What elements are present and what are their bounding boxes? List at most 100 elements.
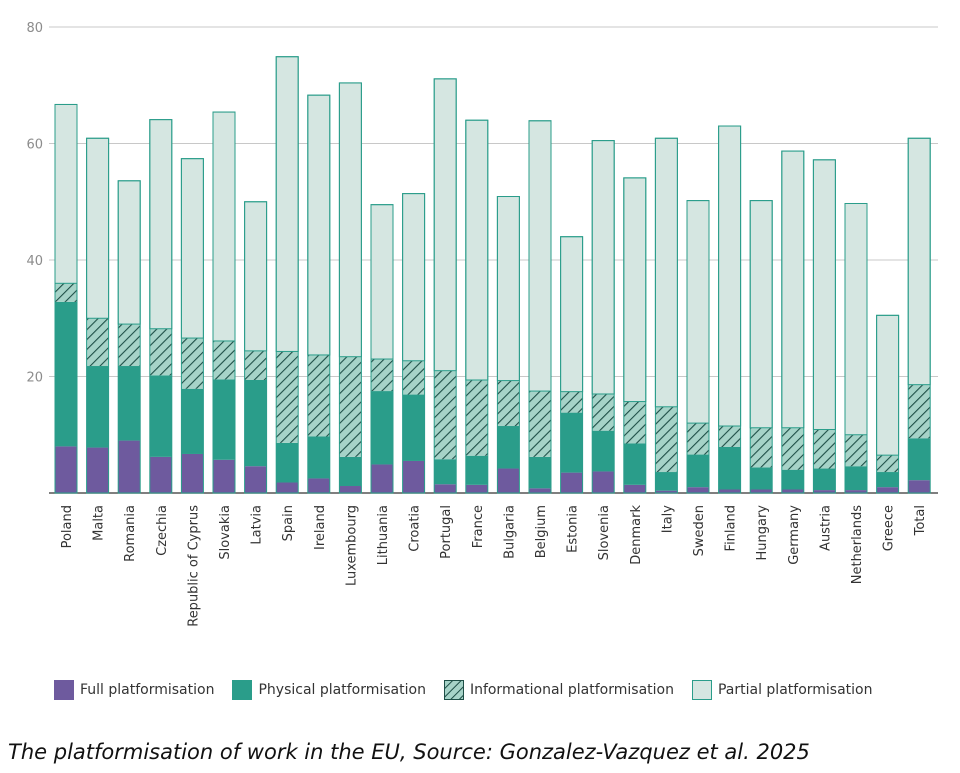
- bar-partial: [86, 137, 110, 319]
- bar-partial: [591, 140, 615, 395]
- bar-partial: [907, 137, 931, 386]
- legend-swatch-full: [54, 680, 74, 700]
- bar-physical: [86, 366, 109, 448]
- bar-outline: [686, 200, 710, 494]
- bar-full: [813, 490, 836, 493]
- legend-label-partial: Partial platformisation: [717, 682, 873, 698]
- x-tick-label: Netherlands: [850, 505, 865, 584]
- bar-informational: [655, 406, 678, 473]
- bar-partial: [876, 314, 900, 456]
- bar-informational: [908, 384, 931, 439]
- bar-physical: [718, 446, 741, 490]
- bar-full: [118, 440, 141, 493]
- bar-partial: [528, 120, 552, 392]
- legend-item-partial: Partial platformisation: [691, 680, 873, 700]
- bar-informational: [55, 283, 77, 302]
- bar-informational: [213, 340, 235, 380]
- bar-partial: [465, 119, 489, 381]
- bar-full: [307, 478, 330, 493]
- x-tick-label: Portugal: [439, 505, 454, 559]
- bar-partial: [812, 159, 836, 431]
- legend-item-full: Full platformisation: [54, 680, 214, 700]
- bar-full: [244, 466, 267, 493]
- x-tick-label: Croatia: [408, 505, 423, 552]
- bar-full: [529, 488, 551, 493]
- bar-outline: [244, 201, 268, 494]
- bar-outline: [402, 193, 426, 494]
- bar-outline: [149, 119, 173, 494]
- x-tick-label: Finland: [724, 505, 739, 551]
- bar-informational: [845, 434, 867, 467]
- bar-physical: [118, 366, 141, 441]
- bar-outline: [781, 150, 805, 494]
- bar-partial: [844, 202, 868, 436]
- bar-informational: [149, 328, 172, 376]
- bar-informational: [623, 401, 646, 444]
- bar-physical: [181, 388, 204, 454]
- bar-partial: [496, 196, 520, 382]
- bar-outline: [433, 78, 457, 494]
- bar-full: [497, 468, 520, 493]
- x-tick-label: Total: [913, 505, 928, 536]
- x-tick-label: Hungary: [755, 505, 770, 561]
- bar-partial: [749, 200, 773, 429]
- bar-partial: [433, 78, 457, 372]
- x-tick-label: Sweden: [692, 505, 707, 556]
- bar-physical: [781, 469, 804, 490]
- stacked-bar-chart: 20 40 60 80 Poland Malta Romania Czechia Republi…: [26, 21, 938, 627]
- bar-physical: [560, 412, 583, 473]
- bar-full: [623, 484, 646, 493]
- bar-physical: [339, 456, 362, 487]
- x-tick-label: Lithuania: [376, 505, 391, 565]
- bar-outline: [844, 202, 868, 494]
- x-tick-label: Republic of Cyprus: [186, 505, 201, 627]
- x-tick-label: Belgium: [534, 505, 549, 558]
- bar-partial: [781, 150, 805, 429]
- bar-outline: [496, 196, 520, 494]
- bar-physical: [750, 467, 773, 490]
- y-tick-label: 40: [26, 254, 43, 269]
- x-tick-label: Greece: [882, 505, 897, 551]
- bar-outline: [528, 120, 552, 494]
- bar-informational: [560, 391, 583, 413]
- x-tick-label: France: [471, 505, 486, 548]
- bar-outline: [591, 140, 615, 494]
- bar-partial: [560, 236, 584, 393]
- bar-partial: [370, 204, 394, 360]
- bar-full: [339, 486, 362, 493]
- x-tick-label: Malta: [92, 505, 107, 541]
- bar-physical: [497, 426, 520, 469]
- bar-partial: [623, 177, 647, 403]
- bar-full: [718, 489, 741, 493]
- bar-informational: [181, 338, 204, 389]
- bar-outline: [560, 236, 584, 494]
- bar-full: [560, 472, 583, 493]
- bar-partial: [338, 82, 362, 358]
- bar-physical: [149, 375, 172, 457]
- bar-informational: [465, 379, 488, 456]
- x-tick-label: Italy: [660, 505, 675, 534]
- bar-full: [86, 447, 109, 493]
- x-tick-label: Austria: [818, 505, 833, 551]
- bar-informational: [434, 370, 457, 460]
- bar-full: [465, 484, 488, 493]
- bar-partial: [244, 201, 268, 352]
- bar-outline: [275, 56, 299, 494]
- x-tick-label: Bulgaria: [502, 505, 517, 559]
- bar-physical: [876, 472, 899, 488]
- x-tick-label: Luxembourg: [344, 505, 359, 586]
- bar-informational: [307, 354, 330, 437]
- bar-physical: [813, 468, 836, 491]
- bar-partial: [402, 193, 426, 362]
- bar-physical: [402, 394, 425, 461]
- x-tick-label: Poland: [60, 505, 75, 548]
- y-tick-label: 60: [26, 138, 43, 153]
- bar-full: [371, 464, 393, 493]
- bar-outline: [907, 137, 931, 494]
- bar-partial: [275, 56, 299, 352]
- bar-physical: [307, 436, 330, 479]
- bar-physical: [529, 456, 551, 489]
- legend-swatch-informational: [443, 680, 464, 700]
- bar-full: [750, 489, 773, 493]
- bar-outline: [370, 204, 394, 494]
